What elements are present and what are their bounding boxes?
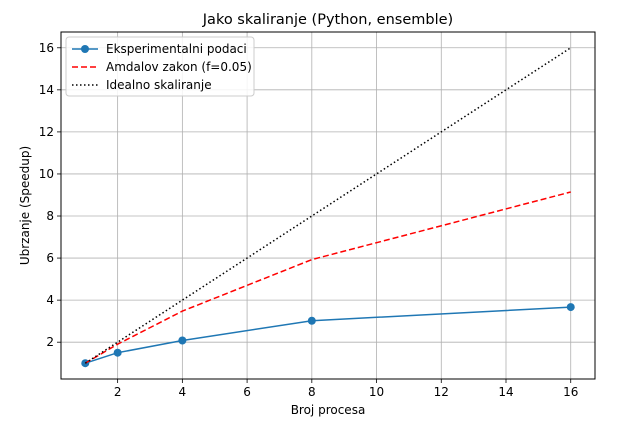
legend-label-3: Idealno skaliranje xyxy=(106,78,212,92)
data-point xyxy=(113,348,122,357)
legend-marker xyxy=(81,45,89,53)
series-line-2 xyxy=(84,191,571,364)
y-tick-label: 16 xyxy=(39,41,54,55)
y-axis-label: Ubrzanje (Speedup) xyxy=(18,146,32,265)
y-tick-label: 12 xyxy=(39,125,54,139)
y-tick-label: 6 xyxy=(46,251,54,265)
data-point xyxy=(307,316,316,325)
chart-title: Jako skaliranje (Python, ensemble) xyxy=(202,12,453,28)
y-tick-label: 8 xyxy=(46,209,54,223)
x-tick-label: 12 xyxy=(434,385,449,399)
series-line-3 xyxy=(84,47,572,364)
y-tick-label: 14 xyxy=(39,83,54,97)
data-point xyxy=(178,336,187,345)
legend: Eksperimentalni podaci Amdalov zakon (f=0… xyxy=(65,36,255,97)
x-tick-label: 8 xyxy=(308,385,316,399)
data-point xyxy=(81,359,90,368)
y-tick-label: 10 xyxy=(39,167,54,181)
y-tick-label: 2 xyxy=(46,335,54,349)
legend-box xyxy=(65,36,255,97)
x-tick-label: 6 xyxy=(243,385,251,399)
data-point xyxy=(566,303,575,312)
x-tick-label: 4 xyxy=(179,385,187,399)
y-axis-ticks: 2 4 6 8 10 12 14 16 xyxy=(39,41,61,349)
legend-label-1: Eksperimentalni podaci xyxy=(106,42,247,56)
x-tick-label: 10 xyxy=(369,385,384,399)
plot-area xyxy=(81,47,575,368)
y-tick-label: 4 xyxy=(46,293,54,307)
x-tick-label: 14 xyxy=(498,385,513,399)
x-axis-label: Broj procesa xyxy=(291,403,366,417)
x-tick-label: 16 xyxy=(563,385,578,399)
x-axis-ticks: 2 4 6 8 10 12 14 16 xyxy=(114,379,578,399)
axes-frame xyxy=(60,31,596,380)
x-tick-label: 2 xyxy=(114,385,122,399)
legend-label-2: Amdalov zakon (f=0.05) xyxy=(106,60,252,74)
